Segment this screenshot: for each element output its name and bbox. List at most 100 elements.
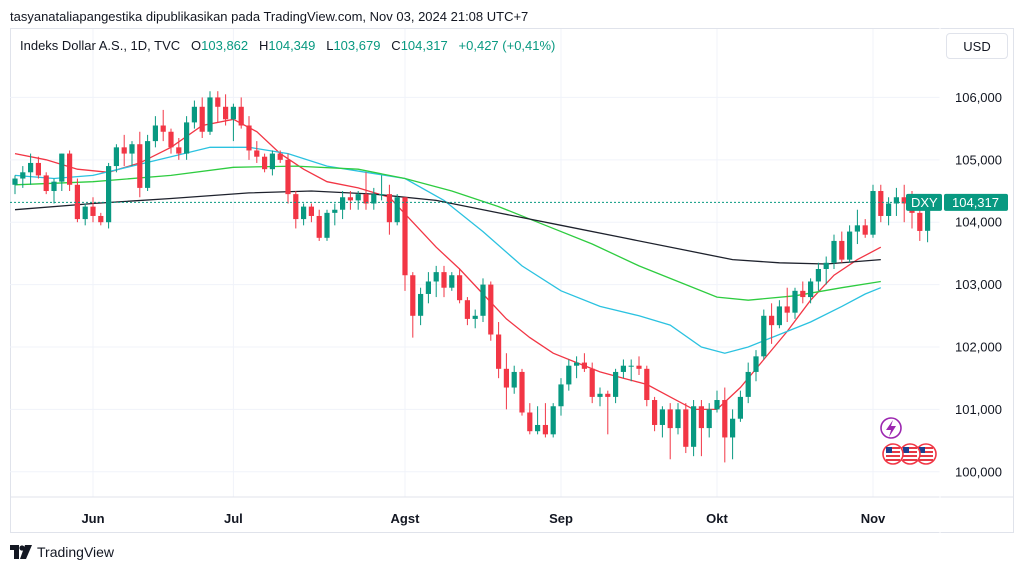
candle-body: [363, 194, 369, 204]
candle: [51, 178, 57, 204]
candle-body: [386, 194, 392, 223]
candle-body: [784, 306, 790, 313]
candle-body: [223, 106, 229, 120]
candle-body: [106, 166, 112, 223]
candle-body: [854, 225, 860, 232]
candle-body: [457, 275, 463, 301]
candle-body: [886, 203, 892, 216]
candle: [550, 403, 556, 438]
candle: [652, 396, 658, 432]
candle: [82, 203, 88, 226]
candle-body: [558, 384, 564, 407]
candle-body: [675, 409, 681, 429]
candle: [386, 184, 392, 235]
candle: [737, 390, 743, 422]
flag-stripe: [903, 451, 917, 453]
candle: [121, 134, 127, 167]
candle-body: [776, 306, 782, 326]
price-tick-label: 106,000: [955, 90, 1002, 105]
candle: [878, 184, 884, 223]
candle: [496, 322, 502, 379]
candle-body: [347, 197, 353, 201]
candle-body: [207, 97, 213, 132]
candle-body: [441, 272, 447, 288]
currency-button[interactable]: USD: [946, 33, 1008, 59]
candle: [160, 109, 166, 142]
candle: [254, 141, 260, 163]
last-price-box: [944, 193, 1008, 211]
candle: [722, 387, 728, 463]
candle: [784, 287, 790, 323]
flag-stripe: [903, 459, 917, 461]
symbol-tag-text: DXY: [911, 195, 938, 210]
tradingview-logo[interactable]: TradingView: [10, 544, 114, 560]
candle-body: [737, 396, 743, 419]
candle-body: [129, 144, 135, 154]
candle-body: [90, 206, 96, 216]
time-tick-label: Nov: [861, 511, 886, 526]
candle: [90, 197, 96, 223]
candle-body: [191, 106, 197, 123]
candle-body: [488, 284, 494, 335]
candle: [129, 141, 135, 167]
candle-body: [496, 334, 502, 369]
candle: [347, 191, 353, 210]
candle: [340, 191, 346, 220]
lightning-icon: [880, 417, 902, 439]
candle-body: [636, 365, 642, 369]
candle-body: [862, 225, 868, 235]
flag-canton: [886, 447, 892, 453]
time-tick-label: Jul: [224, 511, 243, 526]
candle-body: [332, 209, 338, 213]
candle: [823, 256, 829, 285]
candle-body: [800, 290, 806, 298]
candle: [761, 309, 767, 360]
flag-canton: [919, 447, 925, 453]
candle: [43, 172, 49, 195]
candle-body: [277, 153, 283, 160]
candle: [168, 128, 174, 154]
low-value: 103,679: [333, 38, 381, 53]
candle: [433, 265, 439, 298]
candle-body: [597, 393, 603, 397]
event-icons[interactable]: [880, 417, 937, 465]
candle-body: [340, 197, 346, 210]
candle: [566, 359, 572, 391]
candle: [542, 403, 548, 438]
candle: [714, 390, 720, 413]
candle-body: [730, 418, 736, 438]
candle-body: [542, 424, 548, 435]
open-label: O: [191, 38, 202, 53]
candle-body: [566, 365, 572, 385]
candle: [691, 400, 697, 457]
candle: [308, 203, 314, 223]
candle: [184, 116, 190, 160]
time-tick-label: Okt: [706, 511, 728, 526]
candle-body: [893, 197, 899, 204]
candle: [324, 209, 330, 241]
candle: [839, 231, 845, 263]
candle-body: [792, 290, 798, 313]
candle-body: [98, 215, 104, 223]
close-value: 104,317: [400, 38, 448, 53]
candle: [152, 116, 158, 148]
candle-body: [652, 400, 658, 425]
candle-body: [269, 153, 275, 170]
low-label: L: [326, 38, 334, 53]
candle: [371, 187, 377, 210]
price-axis-labels: 100,000 101,000 102,000 103,000 104,000 105,0…: [955, 90, 1002, 479]
price-tick-label: 103,000: [955, 277, 1002, 292]
candle: [886, 197, 892, 226]
candle: [238, 97, 244, 129]
candle: [745, 362, 751, 404]
candle-body: [215, 97, 221, 107]
high-value: 104,349: [268, 38, 316, 53]
candle-body: [152, 125, 158, 142]
candle: [706, 403, 712, 438]
candle-body: [620, 365, 626, 372]
price-tag: DXY 104,317: [906, 193, 1008, 211]
candle: [293, 191, 299, 229]
candle-body: [808, 281, 814, 298]
candle-body: [12, 178, 18, 185]
